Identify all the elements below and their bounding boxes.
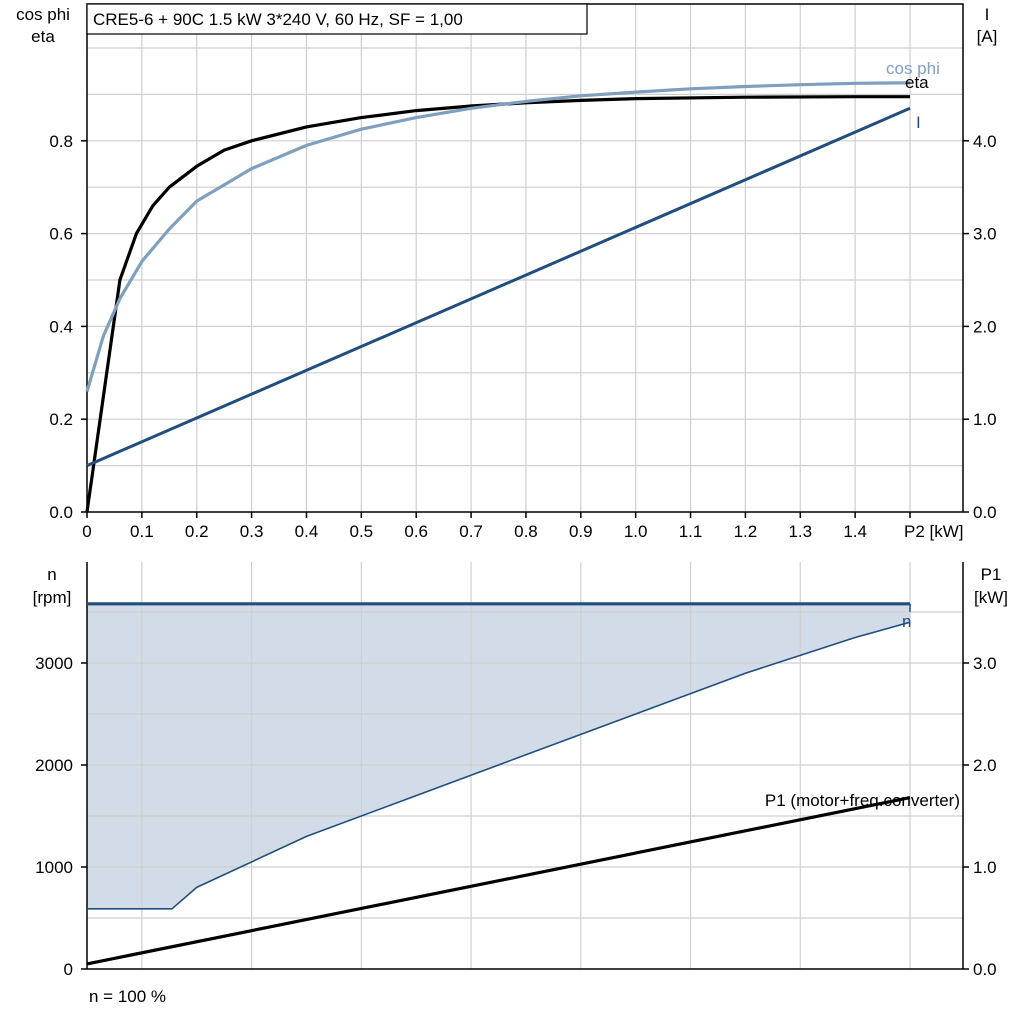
top-x-tick-label: 0.6 — [404, 522, 428, 541]
bottom-right-tick-label: 2.0 — [973, 756, 997, 775]
top-right-tick-label: 0.0 — [973, 503, 997, 522]
title-box — [86, 3, 588, 35]
bottom-right-tick-label: 0.0 — [973, 960, 997, 979]
top-chart: 0 0.1 0.2 0.3 0.4 0.5 0.6 0.7 0.8 0.9 1.0 1.1 1.2 1.3… — [16, 3, 998, 541]
top-left-tick-label: 0.0 — [49, 503, 73, 522]
bottom-left-tick-label: 3000 — [35, 654, 73, 673]
bottom-grid — [87, 562, 963, 969]
top-x-tick-label: 0.1 — [130, 522, 154, 541]
top-plot-frame — [86, 3, 964, 513]
top-x-tick-label: 0.9 — [569, 522, 593, 541]
bottom-left-tick-label: 0 — [64, 960, 73, 979]
current-curve — [86, 106, 911, 467]
top-x-tick-label: 1.4 — [843, 522, 867, 541]
bottom-left-tick-label: 1000 — [35, 858, 73, 877]
top-left-tick-label: 0.8 — [49, 132, 73, 151]
bottom-right-tick-label: 1.0 — [973, 858, 997, 877]
bottom-left-label-2: [rpm] — [33, 588, 72, 607]
top-right-tick-label: 3.0 — [973, 225, 997, 244]
bottom-chart: 0 1000 2000 3000 0.0 1.0 2.0 3.0 n [rpm] P1 [k… — [33, 562, 1008, 1006]
top-left-tick-label: 0.2 — [49, 410, 73, 429]
bottom-right-label-2: [kW] — [974, 588, 1008, 607]
top-x-tick-label: 0.3 — [240, 522, 264, 541]
bottom-series — [86, 602, 911, 966]
top-right-label-2: [A] — [977, 27, 998, 46]
top-right-tick-label: 2.0 — [973, 317, 997, 336]
series-label-cosphi: cos phi — [886, 59, 940, 78]
top-right-label-1: I — [985, 5, 990, 24]
top-left-tick-label: 0.6 — [49, 225, 73, 244]
top-right-tick-label: 1.0 — [973, 410, 997, 429]
bottom-right-tick-label: 3.0 — [973, 654, 997, 673]
top-grid — [87, 4, 963, 512]
eta-curve — [85, 95, 910, 513]
top-x-tick-label: 1.0 — [624, 522, 648, 541]
top-x-tick-label: P2 [kW] — [904, 522, 964, 541]
top-x-tick-label: 0.4 — [295, 522, 319, 541]
bottom-left-tick-label: 2000 — [35, 756, 73, 775]
top-left-ticks: 0.0 0.2 0.4 0.6 0.8 — [49, 132, 87, 522]
top-x-tick-label: 1.2 — [734, 522, 758, 541]
speed-range-area — [87, 603, 910, 909]
bottom-right-label-1: P1 — [981, 565, 1002, 584]
top-series — [85, 81, 911, 513]
series-label-speed: n — [902, 612, 911, 631]
top-left-label-1: cos phi — [16, 5, 70, 24]
top-x-tick-label: 0.8 — [514, 522, 538, 541]
cosphi-curve — [85, 81, 911, 392]
top-right-ticks: 0.0 1.0 2.0 3.0 4.0 — [963, 132, 997, 522]
footer-note: n = 100 % — [89, 987, 166, 1006]
top-x-tick-label: 1.1 — [679, 522, 703, 541]
top-right-tick-label: 4.0 — [973, 132, 997, 151]
chart-title: CRE5-6 + 90C 1.5 kW 3*240 V, 60 Hz, SF =… — [93, 10, 463, 29]
top-x-tick-label: 0.2 — [185, 522, 209, 541]
top-x-tick-label: 0.5 — [350, 522, 374, 541]
series-label-eta: eta — [905, 73, 929, 92]
top-x-tick-label: 0 — [82, 522, 91, 541]
top-x-tick-label: 1.3 — [788, 522, 812, 541]
top-x-ticks: 0 0.1 0.2 0.3 0.4 0.5 0.6 0.7 0.8 0.9 1.0 1.1 1.2 1.3… — [82, 512, 964, 541]
top-x-tick-label: 0.7 — [459, 522, 483, 541]
bottom-left-ticks: 0 1000 2000 3000 — [35, 654, 87, 979]
speed-range-fill — [87, 603, 910, 909]
bottom-left-label-1: n — [47, 565, 56, 584]
series-label-current: I — [916, 113, 921, 132]
bottom-right-ticks: 0.0 1.0 2.0 3.0 — [963, 654, 997, 979]
p1-power-line — [86, 796, 911, 966]
series-label-p1: P1 (motor+freq.converter) — [765, 791, 960, 810]
speed-min-line — [87, 621, 911, 910]
top-left-tick-label: 0.4 — [49, 317, 73, 336]
top-left-label-2: eta — [31, 27, 55, 46]
